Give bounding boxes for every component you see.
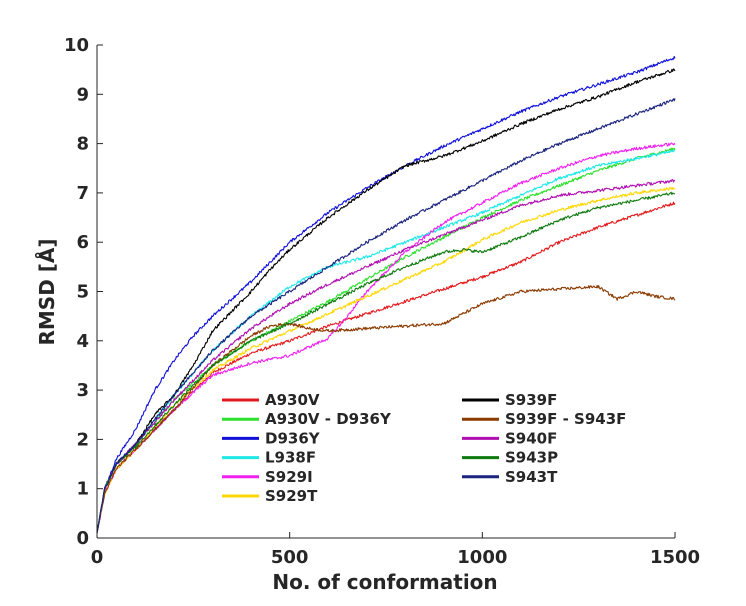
series-line-d936y: [96, 55, 676, 534]
legend-label-s940f: S940F: [505, 429, 557, 447]
legend-label-a930v: A930V: [265, 391, 320, 409]
x-axis-label: No. of conformation: [272, 570, 497, 594]
y-tick-label: 5: [76, 282, 89, 303]
y-tick-label: 6: [76, 232, 89, 253]
y-tick-label: 10: [64, 35, 89, 56]
legend-label-s943p: S943P: [505, 449, 558, 467]
legend-label-s939f: S939F: [505, 391, 557, 409]
y-tick-label: 7: [76, 183, 89, 204]
series-line-s943t: [96, 98, 676, 534]
plot-background: [97, 45, 675, 538]
legend-label-d936y: D936Y: [265, 429, 321, 447]
series-line-a930v-d936y: [96, 147, 676, 534]
series-layer: [96, 55, 676, 534]
legend-label-s939f-s943f: S939F - S943F: [505, 410, 626, 428]
series-line-s929i: [96, 142, 676, 534]
legend-label-a930v-d936y: A930V - D936Y: [265, 410, 392, 428]
x-tick-label: 500: [271, 547, 309, 568]
series-line-s939f-s943f: [96, 284, 676, 534]
legend-label-s929t: S929T: [265, 487, 318, 505]
series-line-s943p: [96, 191, 676, 534]
y-tick-label: 9: [76, 84, 89, 105]
y-tick-label: 8: [76, 134, 89, 155]
y-tick-label: 0: [76, 528, 89, 549]
y-axis-label: RMSD [Å]: [35, 238, 59, 345]
legend-label-s943t: S943T: [505, 468, 558, 486]
legend-label-l938f: L938F: [265, 449, 316, 467]
y-tick-label: 1: [76, 479, 89, 500]
legend-label-s929i: S929I: [265, 468, 313, 486]
x-tick-label: 1000: [457, 547, 507, 568]
y-tick-label: 4: [76, 331, 89, 352]
y-tick-label: 2: [76, 429, 89, 450]
x-tick-label: 1500: [650, 547, 700, 568]
axes-layer: 0 500 1000 1500 0 1 2 3 4 5 6 7 8 9 10: [64, 35, 700, 568]
plot-area: [97, 45, 675, 538]
series-line-s940f: [96, 179, 676, 534]
series-line-s939f: [96, 68, 676, 534]
x-tick-label: 0: [91, 547, 104, 568]
y-tick-label: 3: [76, 380, 89, 401]
